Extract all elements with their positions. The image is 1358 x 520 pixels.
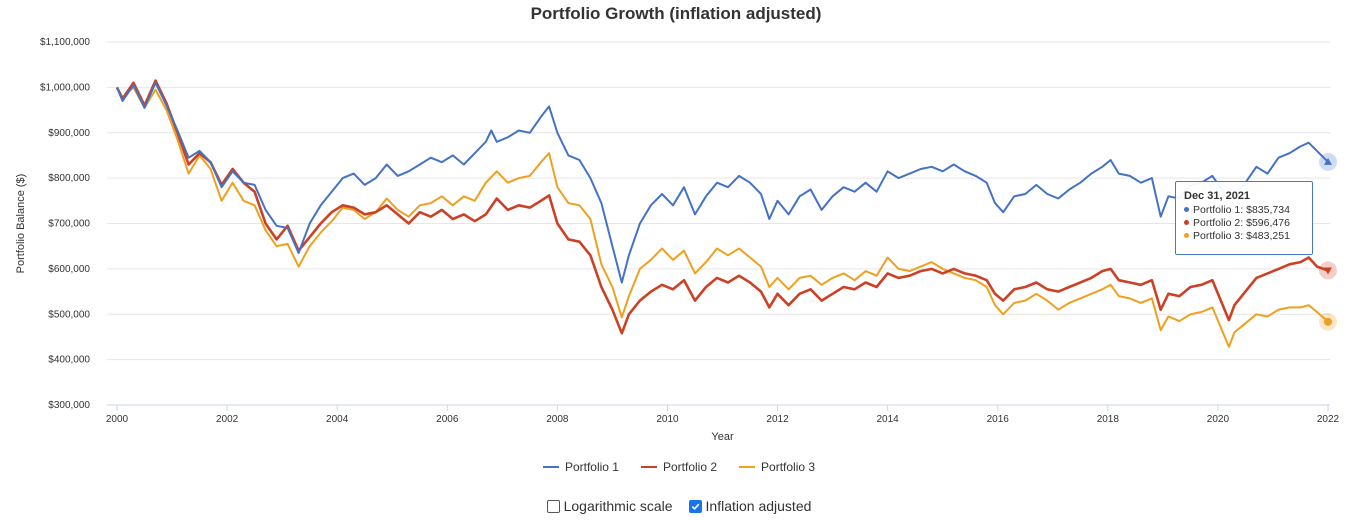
- chart-title: Portfolio Growth (inflation adjusted): [530, 4, 822, 23]
- x-tick-label: 2022: [1317, 414, 1340, 425]
- x-tick-label: 2000: [106, 414, 129, 425]
- tooltip-row-portfolio-2: Portfolio 2: $596,476: [1184, 217, 1304, 230]
- series-line-portfolio-2: [115, 79, 1329, 335]
- log-scale-checkbox[interactable]: [546, 499, 560, 513]
- series-line-portfolio-3: [116, 86, 1329, 348]
- legend-label: Portfolio 2: [662, 460, 718, 474]
- tooltip-dot-icon: [1184, 207, 1189, 212]
- chart-legend: Portfolio 1 Portfolio 2 Portfolio 3: [0, 460, 1358, 474]
- point-marker: [1324, 157, 1332, 165]
- tooltip-row-portfolio-3: Portfolio 3: $483,251: [1184, 230, 1304, 243]
- x-tick-label: 2016: [987, 414, 1010, 425]
- legend-item-portfolio-2[interactable]: Portfolio 2: [640, 460, 718, 474]
- legend-label: Portfolio 1: [564, 460, 619, 474]
- y-tick-label: $1,000,000: [40, 82, 90, 93]
- legend-line-icon: [640, 466, 657, 468]
- x-tick-label: 2006: [436, 414, 459, 425]
- legend-line-icon: [542, 466, 559, 468]
- legend-line-icon: [739, 466, 756, 468]
- x-tick-label: 2002: [216, 414, 239, 425]
- tooltip-value-portfolio-1: Portfolio 1: $835,734: [1193, 204, 1290, 216]
- legend-label: Portfolio 3: [761, 460, 816, 474]
- y-tick-label: $900,000: [48, 128, 90, 139]
- tooltip-value-portfolio-3: Portfolio 3: $483,251: [1193, 230, 1290, 242]
- tooltip-dot-icon: [1184, 233, 1189, 238]
- tooltip-dot-icon: [1184, 220, 1189, 225]
- log-scale-label: Logarithmic scale: [563, 498, 673, 514]
- log-scale-toggle[interactable]: Logarithmic scale: [546, 498, 673, 514]
- legend-item-portfolio-1[interactable]: Portfolio 1: [542, 460, 619, 474]
- x-tick-label: 2010: [656, 414, 679, 425]
- y-tick-label: $300,000: [48, 400, 90, 411]
- y-tick-label: $700,000: [48, 219, 90, 230]
- series-line-portfolio-1: [116, 81, 1329, 284]
- x-tick-label: 2008: [546, 414, 569, 425]
- chart-options: Logarithmic scale Inflation adjusted: [0, 498, 1358, 514]
- x-tick-label: 2014: [877, 414, 900, 425]
- y-tick-label: $1,100,000: [40, 37, 90, 48]
- y-tick-label: $600,000: [48, 264, 90, 275]
- inflation-adjusted-toggle[interactable]: Inflation adjusted: [688, 498, 812, 514]
- x-tick-label: 2004: [326, 414, 349, 425]
- x-tick-label: 2012: [766, 414, 789, 425]
- y-tick-label: $800,000: [48, 173, 90, 184]
- x-tick-label: 2018: [1097, 414, 1120, 425]
- y-tick-label: $500,000: [48, 309, 90, 320]
- chart-tooltip: Dec 31, 2021 Portfolio 1: $835,734 Portf…: [1175, 181, 1313, 255]
- x-tick-label: 2020: [1207, 414, 1230, 425]
- point-marker: [1324, 317, 1332, 326]
- tooltip-row-portfolio-1: Portfolio 1: $835,734: [1184, 204, 1304, 217]
- y-axis-title: Portfolio Balance ($): [15, 174, 27, 274]
- y-tick-label: $400,000: [48, 355, 90, 366]
- checkmark-icon: [691, 503, 699, 510]
- tooltip-value-portfolio-2: Portfolio 2: $596,476: [1193, 217, 1290, 229]
- point-marker: [1324, 267, 1332, 275]
- inflation-adjusted-label: Inflation adjusted: [705, 498, 812, 514]
- tooltip-date: Dec 31, 2021: [1184, 190, 1251, 202]
- x-axis-title: Year: [711, 431, 734, 443]
- portfolio-growth-chart: $300,000 $400,000 $500,000 $600,000 $700,000…: [15, 37, 1340, 443]
- inflation-adjusted-checkbox[interactable]: [688, 499, 702, 513]
- legend-item-portfolio-3[interactable]: Portfolio 3: [739, 460, 815, 474]
